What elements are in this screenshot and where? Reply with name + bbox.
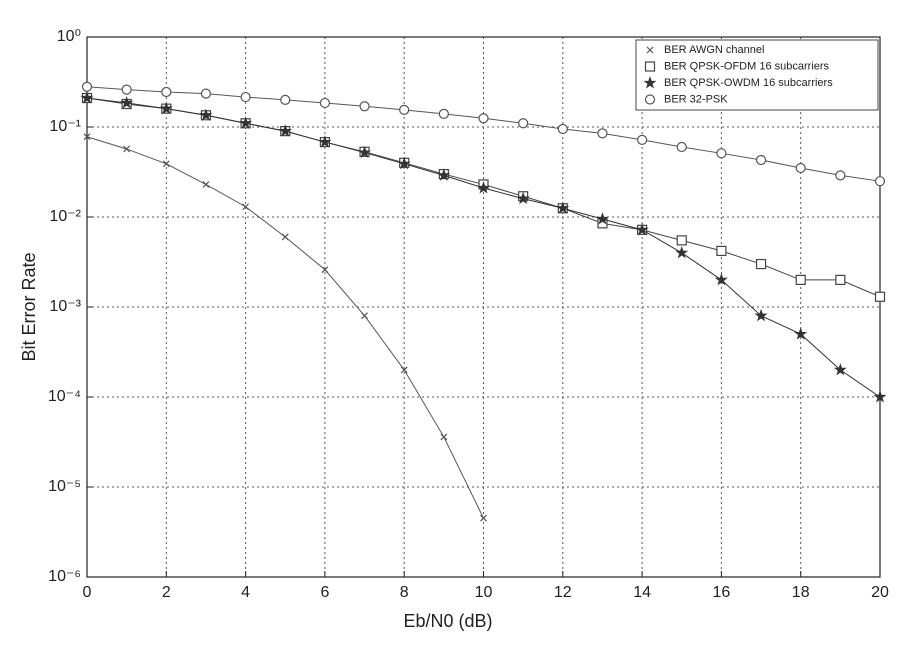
marker: [280, 94, 291, 106]
marker: [162, 160, 170, 168]
marker: [716, 148, 727, 159]
marker: [480, 514, 487, 522]
marker: [874, 291, 886, 302]
marker: [635, 223, 649, 236]
marker: [516, 191, 530, 205]
marker: [400, 366, 408, 374]
marker: [121, 84, 132, 95]
marker: [794, 327, 808, 340]
marker: [281, 233, 289, 241]
legend-label: BER AWGN channel: [664, 44, 764, 56]
marker: [557, 123, 568, 135]
marker: [437, 168, 451, 181]
x-axis-label: Eb/N0 (dB): [403, 611, 492, 631]
marker: [644, 94, 656, 105]
y-tick-label: 10⁻³: [49, 298, 81, 315]
marker: [159, 101, 173, 115]
x-tick-label: 4: [241, 584, 250, 601]
x-tick-label: 12: [554, 584, 572, 601]
marker: [643, 76, 657, 89]
marker: [202, 181, 210, 188]
marker: [397, 156, 411, 170]
marker: [440, 433, 448, 441]
y-tick-label: 10⁻²: [49, 208, 81, 225]
marker: [676, 141, 687, 153]
marker: [636, 134, 648, 145]
plot-frame: [86, 36, 881, 578]
marker: [597, 128, 608, 139]
legend-label: BER QPSK-OFDM 16 subcarriers: [664, 60, 830, 72]
x-tick-label: 18: [792, 584, 810, 601]
legend: BER AWGN channel BER QPSK-OFDM 16 subcarr…: [635, 39, 879, 111]
x-tick-label: 6: [320, 584, 329, 601]
marker: [646, 46, 654, 54]
marker: [358, 145, 372, 159]
y-tick-label: 10⁻¹: [49, 118, 81, 135]
marker: [518, 118, 529, 129]
marker: [278, 124, 292, 137]
marker: [873, 390, 887, 403]
marker: [161, 86, 172, 98]
marker: [200, 88, 212, 99]
marker: [83, 133, 91, 141]
y-tick-label: 10⁰: [57, 28, 81, 45]
marker: [123, 145, 131, 153]
marker: [359, 101, 370, 112]
y-tick-label: 10⁻⁵: [48, 478, 81, 495]
marker: [81, 81, 93, 92]
marker: [240, 91, 251, 103]
x-tick-label: 20: [871, 584, 889, 601]
legend-label: BER 32-PSK: [664, 93, 728, 105]
marker: [242, 203, 250, 211]
x-tick-label: 2: [162, 584, 171, 601]
marker: [874, 176, 886, 187]
x-tick-label: 10: [475, 584, 493, 601]
marker: [80, 91, 94, 104]
marker: [754, 308, 768, 322]
x-tick-label: 8: [400, 584, 409, 601]
marker: [477, 181, 490, 194]
legend-box: [635, 39, 879, 111]
marker: [835, 274, 846, 286]
marker: [399, 104, 410, 115]
marker: [361, 312, 368, 320]
x-tick-label: 0: [83, 584, 92, 601]
marker: [755, 258, 767, 270]
x-tick-label: 16: [713, 584, 731, 601]
marker: [795, 162, 806, 174]
marker: [675, 245, 689, 259]
marker: [318, 135, 332, 148]
marker: [319, 97, 330, 109]
marker: [556, 201, 570, 214]
marker: [478, 113, 489, 124]
marker: [239, 116, 253, 129]
series-line: [86, 136, 484, 519]
marker: [795, 274, 806, 286]
marker: [595, 212, 609, 225]
marker: [321, 266, 329, 274]
marker: [438, 108, 449, 119]
y-axis-label: Bit Error Rate: [19, 252, 39, 361]
marker: [833, 363, 847, 376]
legend-label: BER QPSK-OWDM 16 subcarriers: [664, 77, 833, 89]
marker: [644, 61, 656, 72]
marker: [716, 245, 727, 257]
marker: [835, 170, 846, 181]
y-tick-label: 10⁻⁴: [48, 388, 81, 405]
x-tick-label: 14: [633, 584, 651, 601]
marker: [714, 273, 728, 286]
y-tick-label: 10⁻⁶: [48, 568, 81, 585]
marker: [755, 154, 767, 166]
marker: [676, 235, 687, 246]
marker: [120, 96, 134, 109]
marker: [199, 108, 213, 121]
